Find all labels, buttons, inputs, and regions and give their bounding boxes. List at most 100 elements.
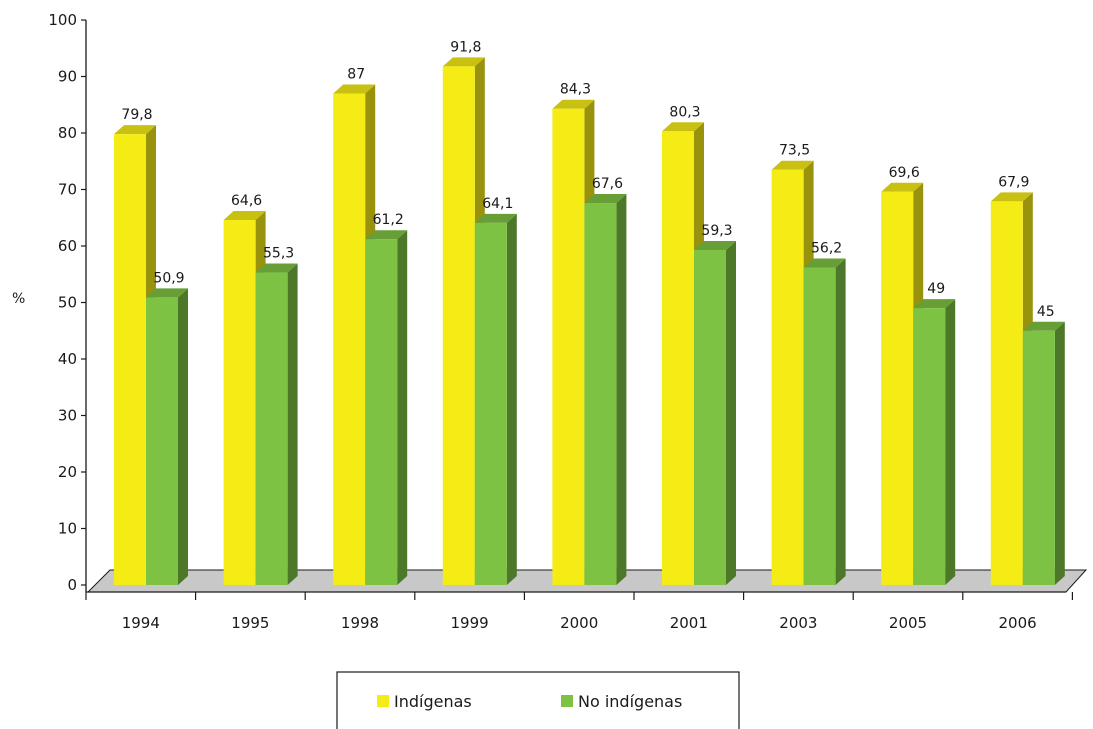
bar-top xyxy=(913,299,956,309)
bar-front xyxy=(552,108,585,585)
bar-top xyxy=(114,125,156,135)
bar-front xyxy=(662,131,694,585)
data-label-no-indigenas-1999: 64,1 xyxy=(482,196,513,212)
bar-no-indigenas-2006 xyxy=(1022,321,1065,585)
bar-top xyxy=(442,57,485,67)
bar-no-indigenas-1998 xyxy=(365,230,408,585)
x-tick-label: 1999 xyxy=(451,614,489,632)
legend-swatch-indigenas xyxy=(377,695,389,707)
bar-top xyxy=(552,99,595,109)
x-tick-label: 2000 xyxy=(560,614,598,632)
bar-side xyxy=(1054,321,1065,585)
x-tick-label: 1998 xyxy=(341,614,379,632)
x-tick-label: 2006 xyxy=(999,614,1037,632)
bar-top xyxy=(1022,321,1065,331)
bar-side xyxy=(178,288,188,585)
bar-side xyxy=(616,194,627,585)
x-tick-label: 1995 xyxy=(231,614,269,632)
bar-no-indigenas-2005 xyxy=(913,299,956,585)
bar-front xyxy=(255,272,288,585)
y-tick-label: 60 xyxy=(58,237,77,255)
y-tick-label: 80 xyxy=(58,124,77,142)
x-tick-label: 2001 xyxy=(670,614,708,632)
bar-top xyxy=(662,122,704,132)
bar-front xyxy=(442,66,475,585)
bar-front xyxy=(146,297,178,585)
bar-top xyxy=(803,258,846,268)
bar-top xyxy=(584,194,627,204)
bar-side xyxy=(287,263,298,585)
bar-front xyxy=(990,201,1023,586)
data-label-no-indigenas-1998: 61,2 xyxy=(373,212,404,228)
bar-front xyxy=(694,249,726,585)
bar-no-indigenas-2000 xyxy=(584,194,627,585)
data-label-no-indigenas-2006: 45 xyxy=(1037,304,1055,320)
y-tick-label: 20 xyxy=(58,463,77,481)
y-tick-label: 70 xyxy=(58,181,77,199)
bar-front xyxy=(913,308,946,585)
legend: Indígenas No indígenas xyxy=(336,671,740,729)
bar-no-indigenas-1994 xyxy=(146,288,188,585)
bar-top xyxy=(146,288,188,298)
data-label-no-indigenas-1994: 50,9 xyxy=(153,270,184,286)
bars xyxy=(114,57,1065,586)
data-label-no-indigenas-2000: 67,6 xyxy=(592,176,623,192)
y-tick-label: 0 xyxy=(67,576,77,594)
data-label-no-indigenas-2003: 56,2 xyxy=(811,240,842,256)
bar-front xyxy=(114,134,146,585)
bar-side xyxy=(945,299,956,585)
bar-no-indigenas-2003 xyxy=(803,258,846,585)
x-tick-label: 1994 xyxy=(122,614,160,632)
legend-swatch-no-indigenas xyxy=(561,695,573,707)
data-label-indigenas-1995: 64,6 xyxy=(231,193,262,209)
bar-top xyxy=(474,213,517,223)
bar-side xyxy=(506,213,517,585)
bar-front xyxy=(333,93,366,585)
y-axis-title: % xyxy=(12,291,25,307)
data-label-indigenas-2005: 69,6 xyxy=(889,165,920,181)
bar-front xyxy=(803,267,836,585)
data-label-no-indigenas-2001: 59,3 xyxy=(701,223,732,239)
x-tick-label: 2005 xyxy=(889,614,927,632)
bar-top xyxy=(694,240,736,250)
legend-label-no-indigenas: No indígenas xyxy=(578,692,682,711)
bar-front xyxy=(771,169,804,585)
bar-front xyxy=(365,239,398,585)
y-tick-label: 40 xyxy=(58,350,77,368)
data-label-indigenas-1998: 87 xyxy=(347,66,365,82)
legend-box xyxy=(336,671,740,729)
bar-top xyxy=(771,160,814,170)
bar-no-indigenas-1995 xyxy=(255,263,298,585)
bar-top xyxy=(255,263,298,273)
y-tick-label: 50 xyxy=(58,294,77,312)
bar-top xyxy=(223,211,266,221)
legend-label-indigenas: Indígenas xyxy=(394,692,472,711)
y-tick-label: 100 xyxy=(48,11,77,29)
bar-top xyxy=(990,192,1033,202)
y-tick-label: 90 xyxy=(58,68,77,86)
data-label-no-indigenas-2005: 49 xyxy=(927,281,945,297)
bar-front xyxy=(881,191,914,585)
data-labels: 79,8 50,9 64,6 55,3 87 61,2 91,8 64,1 84,3 67,6 80… xyxy=(121,39,1054,319)
bar-top xyxy=(333,84,376,94)
data-label-indigenas-2001: 80,3 xyxy=(669,104,700,120)
bar-side xyxy=(397,230,408,585)
axes: 0 10 20 30 40 50 60 70 80 90 100 1994 1995 1998 1999 20… xyxy=(48,11,1074,632)
bar-side xyxy=(835,258,846,585)
data-label-indigenas-2006: 67,9 xyxy=(998,174,1029,190)
bar-front xyxy=(584,203,617,585)
x-tick-label: 2003 xyxy=(779,614,817,632)
y-tick-label: 10 xyxy=(58,520,77,538)
bar-front xyxy=(223,220,256,585)
bar-top xyxy=(365,230,408,240)
data-label-no-indigenas-1995: 55,3 xyxy=(263,246,294,262)
bar-front xyxy=(474,222,507,585)
y-tick-label: 30 xyxy=(58,407,77,425)
bar-side xyxy=(726,240,736,585)
data-label-indigenas-1999: 91,8 xyxy=(450,39,481,55)
bar-no-indigenas-1999 xyxy=(474,213,517,585)
bar-no-indigenas-2001 xyxy=(694,240,736,585)
bar-front xyxy=(1022,330,1055,585)
data-label-indigenas-2000: 84,3 xyxy=(560,82,591,98)
